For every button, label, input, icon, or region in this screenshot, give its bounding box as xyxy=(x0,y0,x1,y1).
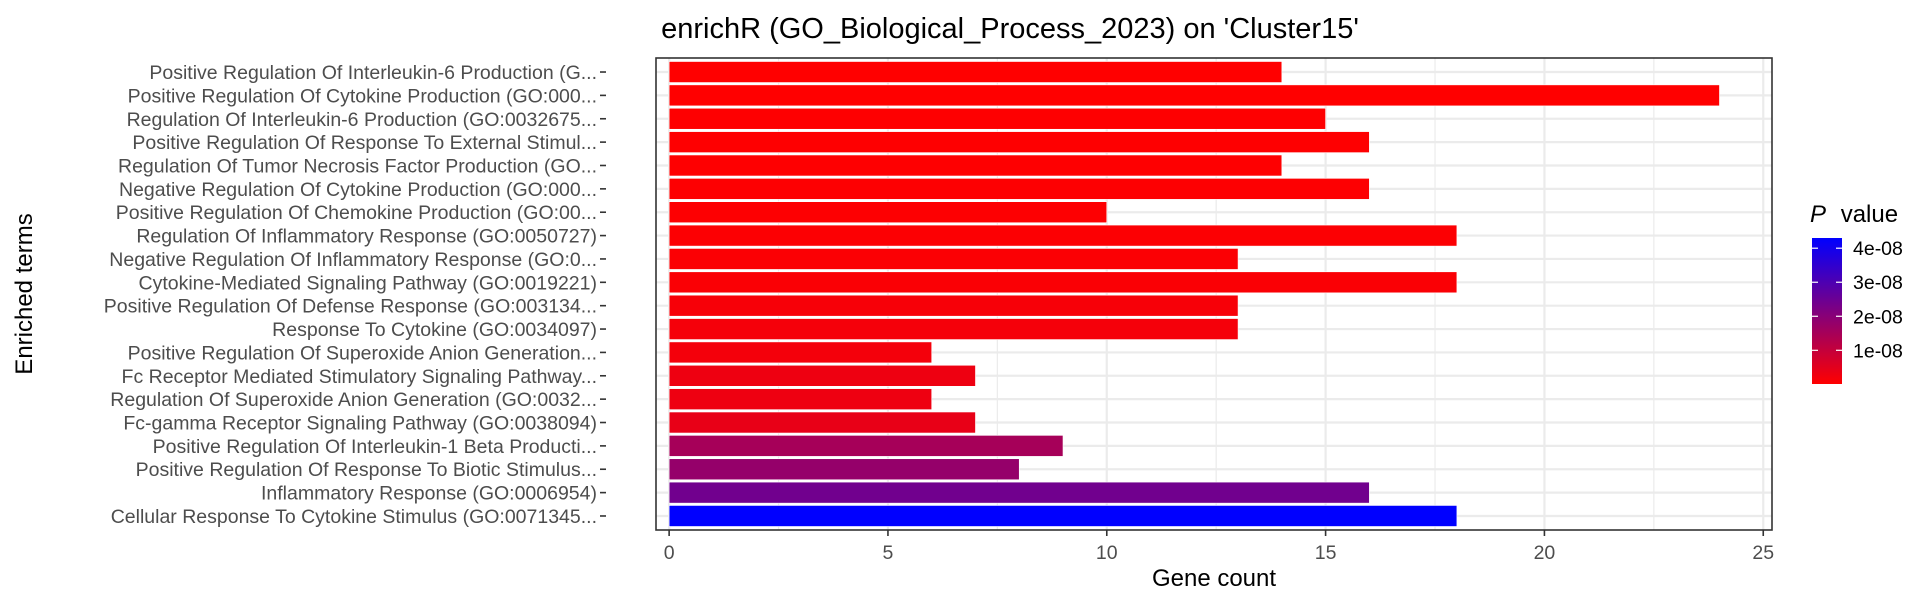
legend-colorbar xyxy=(1812,238,1842,384)
bar xyxy=(668,61,1283,83)
x-tick-label: 20 xyxy=(1534,542,1556,564)
bar xyxy=(668,505,1458,527)
x-axis-title: Gene count xyxy=(1152,565,1276,592)
legend-tick-label: 4e-08 xyxy=(1853,238,1903,260)
y-tick-label: Cellular Response To Cytokine Stimulus (… xyxy=(111,506,597,528)
y-tick-labels: Positive Regulation Of Interleukin-6 Pro… xyxy=(104,62,606,528)
y-tick-label: Positive Regulation Of Cytokine Producti… xyxy=(128,85,597,107)
bar xyxy=(668,131,1370,153)
bar xyxy=(668,481,1370,504)
x-tick-label: 25 xyxy=(1752,542,1774,564)
y-tick-label: Fc-gamma Receptor Signaling Pathway (GO:… xyxy=(123,413,597,435)
y-tick-label: Fc Receptor Mediated Stimulatory Signali… xyxy=(122,366,597,388)
bar xyxy=(668,248,1239,270)
y-tick-label: Inflammatory Response (GO:0006954) xyxy=(261,483,597,505)
y-tick-label: Negative Regulation Of Cytokine Producti… xyxy=(119,179,597,201)
plot-border xyxy=(655,57,1773,531)
chart-title: enrichR (GO_Biological_Process_2023) on … xyxy=(661,13,1359,45)
bar xyxy=(668,341,933,364)
bar xyxy=(668,294,1239,317)
bar xyxy=(668,271,1458,294)
legend: P value 4e-08 3e-08 2e-08 1e-08 xyxy=(1810,201,1903,384)
bar xyxy=(668,201,1108,224)
y-tick-label: Positive Regulation Of Interleukin-6 Pro… xyxy=(149,62,597,84)
bar xyxy=(668,388,933,410)
legend-ticks: 4e-08 3e-08 2e-08 1e-08 xyxy=(1812,238,1903,362)
y-tick-label: Response To Cytokine (GO:0034097) xyxy=(272,319,597,341)
legend-title-rest: value xyxy=(1841,201,1898,228)
y-axis-title: Enriched terms xyxy=(11,213,38,374)
bar xyxy=(668,458,1020,481)
y-tick-label: Positive Regulation Of Superoxide Anion … xyxy=(128,342,597,364)
legend-tick-label: 1e-08 xyxy=(1853,340,1903,362)
bar xyxy=(668,178,1370,200)
bars xyxy=(668,61,1720,527)
x-tick-label: 5 xyxy=(883,542,894,564)
legend-tick-label: 3e-08 xyxy=(1853,272,1903,294)
bar xyxy=(668,107,1326,130)
y-tick-label: Positive Regulation Of Defense Response … xyxy=(104,296,597,318)
y-tick-label: Positive Regulation Of Response To Exter… xyxy=(132,132,597,154)
y-tick-label: Regulation Of Tumor Necrosis Factor Prod… xyxy=(118,155,597,177)
y-tick-label: Regulation Of Superoxide Anion Generatio… xyxy=(110,389,597,411)
bar xyxy=(668,84,1720,107)
y-tick-label: Regulation Of Inflammatory Response (GO:… xyxy=(136,226,597,248)
bar xyxy=(668,411,976,434)
bar xyxy=(668,435,1064,457)
bar xyxy=(668,154,1283,177)
x-tick-label: 10 xyxy=(1096,542,1118,564)
y-tick-label: Positive Regulation Of Interleukin-1 Bet… xyxy=(153,436,597,458)
y-tick-label: Regulation Of Interleukin-6 Production (… xyxy=(127,109,597,131)
y-tick-label: Negative Regulation Of Inflammatory Resp… xyxy=(109,249,597,271)
x-tick-label: 15 xyxy=(1315,542,1337,564)
bar xyxy=(668,318,1239,340)
y-tick-label: Cytokine-Mediated Signaling Pathway (GO:… xyxy=(138,272,597,294)
bar xyxy=(668,364,976,387)
legend-tick-label: 2e-08 xyxy=(1853,306,1903,328)
x-tick-label: 0 xyxy=(664,542,675,564)
y-tick-label: Positive Regulation Of Chemokine Product… xyxy=(116,202,597,224)
legend-title: P value xyxy=(1810,201,1898,228)
y-tick-label: Positive Regulation Of Response To Bioti… xyxy=(136,459,597,481)
x-tick-labels: 0 5 10 15 20 25 xyxy=(664,530,1774,564)
legend-title-italic: P xyxy=(1810,201,1826,228)
bar xyxy=(668,224,1458,247)
